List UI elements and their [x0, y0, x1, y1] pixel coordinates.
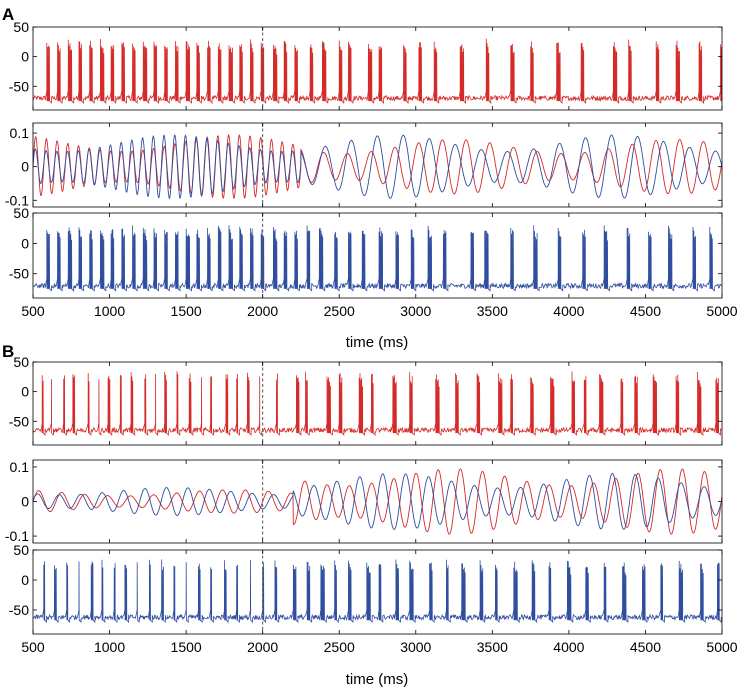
x-tick-label: 2500 — [324, 303, 355, 319]
voltage-trace-blue — [33, 559, 722, 623]
axes-frame — [32, 212, 723, 299]
y-tick-label: -50 — [9, 266, 29, 282]
x-tick-label: 2500 — [324, 639, 355, 655]
axes-frame — [32, 122, 723, 208]
x-tick-label: 1000 — [94, 639, 125, 655]
y-tick-label: 0.1 — [10, 459, 30, 475]
x-tick-label: 3500 — [477, 303, 508, 319]
x-tick-label: 3000 — [400, 303, 431, 319]
x-tick-label: 5000 — [706, 303, 737, 319]
subplot-voltage-1: 50 0 -50 — [9, 354, 723, 446]
voltage-trace-blue — [33, 225, 722, 292]
subplot-oscillation-2: 0.1 0 -0.1 — [5, 459, 723, 544]
oscillation-trace-red — [33, 468, 722, 535]
x-tick-label: 500 — [21, 639, 45, 655]
x-tick-label: 4500 — [630, 639, 661, 655]
x-tick-label: 4000 — [553, 303, 584, 319]
y-tick-label: 0 — [21, 572, 29, 588]
x-axis-title-a: time (ms) — [346, 334, 409, 351]
x-tick-label: 4500 — [630, 303, 661, 319]
panel-letter-a: A — [2, 5, 14, 24]
x-tick-label: 2000 — [247, 303, 278, 319]
y-tick-label: 50 — [13, 205, 29, 221]
y-tick-label: 50 — [13, 354, 29, 370]
axes-frame — [32, 549, 723, 635]
panel-letter-b: B — [2, 342, 14, 361]
y-tick-label: 0 — [21, 49, 29, 65]
y-tick-label: 50 — [13, 19, 29, 35]
y-tick-label: 0 — [21, 384, 29, 400]
x-tick-label: 3500 — [477, 639, 508, 655]
x-tick-label: 5000 — [706, 639, 737, 655]
y-tick-label: -0.1 — [5, 528, 29, 544]
y-tick-label: 0 — [21, 494, 29, 510]
voltage-trace-red — [33, 38, 722, 104]
y-tick-label: 50 — [13, 542, 29, 558]
x-axis-title-b: time (ms) — [346, 671, 409, 688]
oscillation-trace-blue — [33, 473, 722, 530]
x-tick-label: 500 — [21, 303, 45, 319]
subplot-voltage-1: 50 0 -50 — [9, 19, 723, 111]
x-tick-label: 1000 — [94, 303, 125, 319]
subplot-oscillation-2: 0.1 0 -0.1 — [5, 122, 723, 208]
y-tick-label: 0.1 — [10, 125, 30, 141]
voltage-trace-red — [33, 371, 722, 436]
x-tick-label: 4000 — [553, 639, 584, 655]
oscillation-trace-blue — [33, 134, 722, 200]
x-tick-label: 1500 — [171, 639, 202, 655]
y-tick-label: -50 — [9, 413, 29, 429]
axes-frame — [32, 26, 723, 111]
y-tick-label: -0.1 — [5, 192, 29, 208]
y-tick-label: -50 — [9, 602, 29, 618]
y-tick-label: 0 — [21, 159, 29, 175]
y-tick-label: -50 — [9, 78, 29, 94]
axes-frame — [32, 361, 723, 446]
x-tick-label: 3000 — [400, 639, 431, 655]
y-tick-label: 0 — [21, 235, 29, 251]
x-tick-label: 2000 — [247, 639, 278, 655]
x-tick-label: 1500 — [171, 303, 202, 319]
